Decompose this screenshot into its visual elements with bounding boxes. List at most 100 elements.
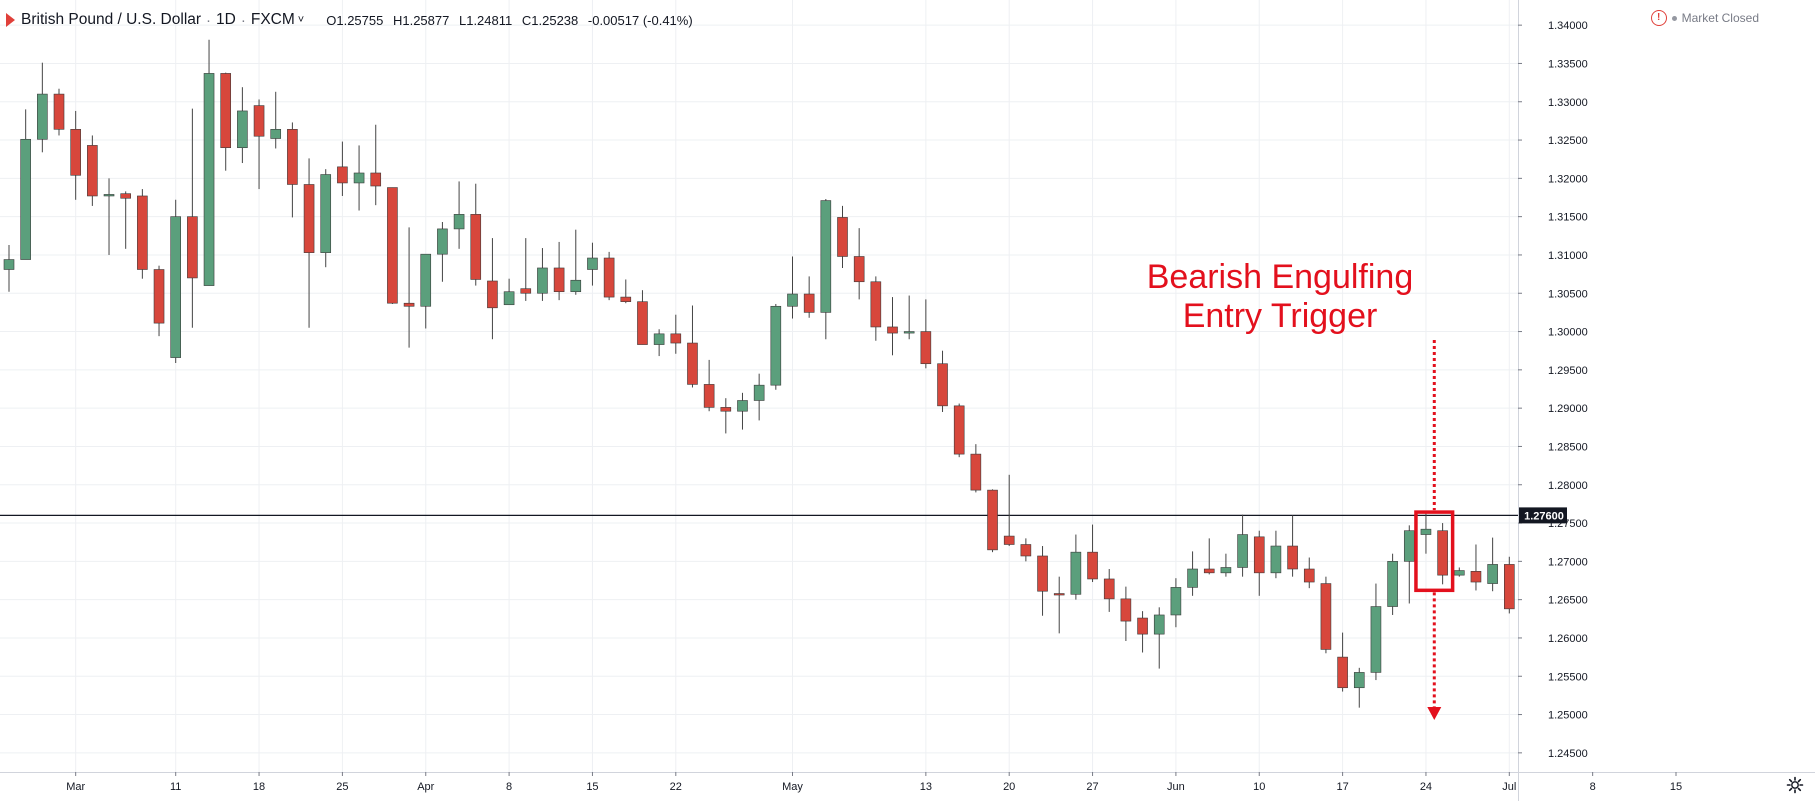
timeframe-label[interactable]: 1D (216, 11, 236, 28)
time-tick-label: 13 (920, 781, 932, 793)
bearish-candle (603, 257, 615, 298)
bearish-candle (287, 129, 298, 185)
time-tick-label: 8 (1590, 781, 1596, 793)
bearish-candle (1120, 598, 1132, 622)
price-tick-label: 1.28000 (1548, 480, 1588, 492)
bearish-candle (703, 384, 715, 408)
gear-icon[interactable] (1785, 775, 1805, 795)
time-tick-label: 27 (1086, 781, 1098, 793)
bullish-candle (753, 384, 765, 401)
bullish-candle (537, 267, 548, 294)
grid-layer (0, 0, 1677, 772)
bullish-candle (787, 293, 798, 307)
chevron-down-icon[interactable]: ˅ (297, 14, 305, 26)
price-tick-label: 1.33000 (1548, 97, 1588, 109)
bullish-candle (203, 73, 215, 286)
time-tick-label: Jul (1502, 781, 1516, 793)
bullish-candle (1370, 606, 1382, 673)
bullish-candle (770, 305, 782, 386)
symbol-header[interactable]: British Pound / U.S. Dollar · 1D · FXCM … (6, 9, 699, 31)
open-value: O1.25755 (326, 12, 384, 28)
price-tick-label: 1.32500 (1548, 135, 1588, 147)
bullish-candle (1487, 564, 1498, 584)
high-value: H1.25877 (392, 12, 450, 28)
bearish-candle (1437, 530, 1448, 576)
bearish-candle (1137, 617, 1148, 635)
bullish-candle (20, 138, 31, 260)
bearish-candle (1037, 555, 1048, 592)
alert-circle-icon[interactable]: ! (1650, 10, 1667, 26)
bearish-candle (387, 187, 398, 304)
bullish-candle (1420, 528, 1432, 535)
bearish-candle (687, 342, 698, 385)
symbol-title[interactable]: British Pound / U.S. Dollar (21, 11, 202, 28)
bearish-candle (870, 281, 882, 328)
bullish-candle (653, 333, 665, 345)
bearish-candle (253, 105, 265, 137)
pattern-highlight-box (1414, 510, 1455, 593)
separator: · (240, 11, 246, 29)
bearish-candle (970, 453, 982, 491)
price-tick-label: 1.24500 (1548, 748, 1588, 760)
bullish-candle (270, 129, 282, 139)
bullish-candle (1270, 545, 1282, 574)
bearish-candle (303, 184, 315, 253)
bearish-candle (470, 214, 482, 280)
price-tick-label: 1.33500 (1548, 58, 1588, 70)
bearish-candle (1504, 564, 1515, 610)
bearish-candle (670, 333, 682, 344)
bullish-candle (1403, 530, 1415, 562)
level-price-label-bg (1519, 507, 1567, 524)
bullish-candle (737, 400, 748, 412)
bullish-candle (903, 331, 915, 334)
time-tick-label: 17 (1336, 781, 1348, 793)
bullish-candle (420, 253, 432, 307)
bullish-candle (37, 93, 48, 140)
exchange-label[interactable]: FXCM (250, 11, 295, 28)
status-dot (1671, 15, 1677, 21)
bearish-candle (1253, 536, 1265, 574)
bullish-candle (1170, 587, 1182, 616)
bullish-candle (1220, 567, 1232, 574)
separator: · (206, 11, 212, 29)
price-tick-label: 1.29000 (1548, 403, 1588, 415)
price-tick-label: 1.25000 (1548, 710, 1588, 722)
bearish-candle (1003, 535, 1015, 545)
bullish-candle (3, 259, 15, 270)
price-tick-label: 1.25500 (1548, 671, 1588, 683)
price-tick-label: 1.26500 (1548, 595, 1588, 607)
price-tick-label: 1.34000 (1548, 20, 1588, 32)
change-value: -0.00517 (-0.41%) (587, 12, 693, 28)
bearish-candle (487, 280, 498, 309)
bearish-candle (987, 489, 998, 551)
time-tick-label: 8 (506, 781, 512, 793)
market-status[interactable]: ! Market Closed (1650, 10, 1759, 26)
bearish-candle (70, 129, 81, 176)
bearish-candle (337, 166, 348, 184)
bearish-candle (553, 267, 565, 293)
bullish-candle (320, 174, 332, 253)
price-tick-label: 1.32000 (1548, 173, 1588, 185)
bullish-candle (1187, 568, 1198, 588)
bullish-candle (570, 279, 582, 293)
bearish-candle (853, 256, 865, 283)
bearish-candle (53, 93, 65, 130)
time-tick-label: 20 (1003, 781, 1015, 793)
bullish-candle (170, 216, 181, 358)
market-status-label: Market Closed (1681, 11, 1759, 25)
bearish-candle (1203, 568, 1215, 574)
level-price-label: 1.27600 (1524, 510, 1564, 522)
bearish-candle (637, 301, 648, 345)
bearish-candle (920, 331, 932, 365)
bearish-candle (937, 363, 948, 407)
bullish-candle (1237, 534, 1248, 568)
bearish-candle (1303, 568, 1315, 583)
bearish-candle (1287, 545, 1298, 570)
bullish-candle (1070, 551, 1082, 595)
bearish-candle (403, 302, 415, 307)
bearish-candle (1320, 583, 1332, 650)
time-tick-label: 25 (336, 781, 348, 793)
